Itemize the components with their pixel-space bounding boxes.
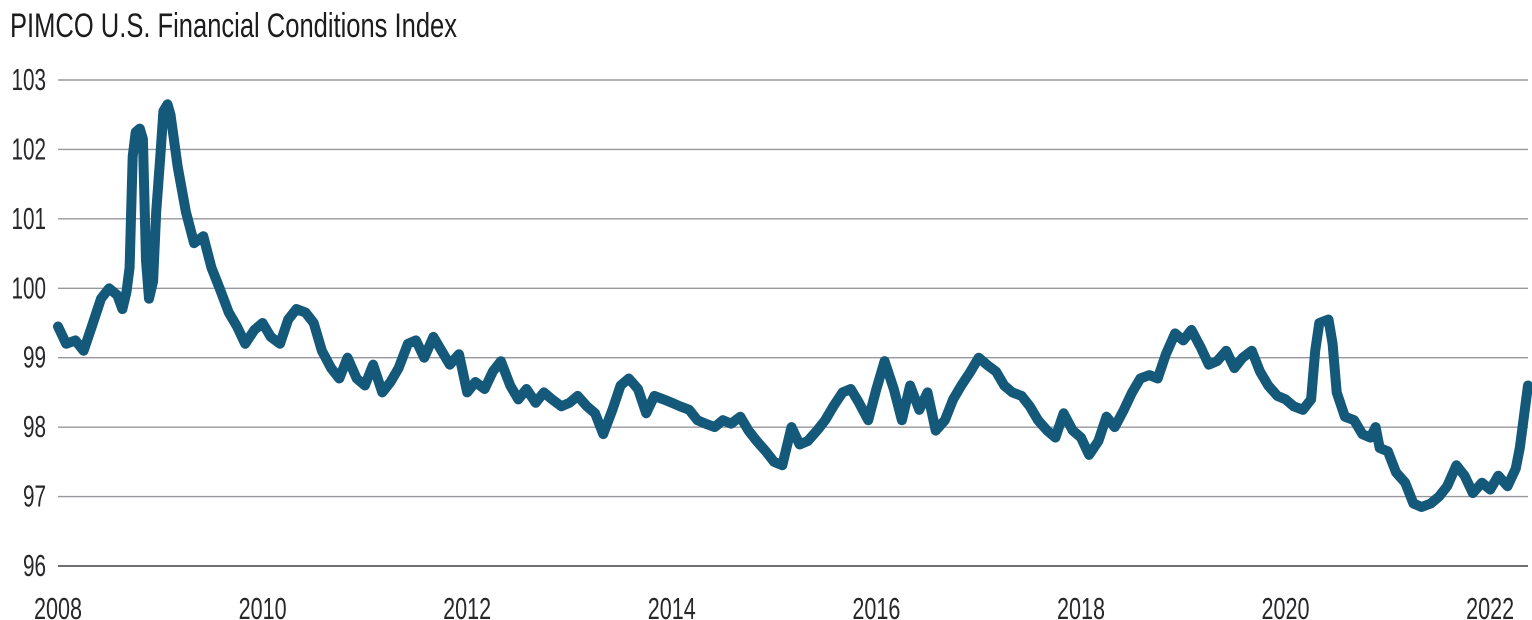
y-tick-label: 96 bbox=[23, 548, 46, 583]
x-tick-label: 2016 bbox=[852, 591, 900, 620]
y-tick-label: 97 bbox=[23, 479, 46, 514]
x-tick-label: 2022 bbox=[1466, 591, 1514, 620]
x-tick-label: 2018 bbox=[1057, 591, 1105, 620]
y-tick-label: 100 bbox=[12, 270, 47, 305]
y-tick-label: 103 bbox=[12, 62, 47, 97]
y-tick-label: 99 bbox=[23, 340, 46, 375]
y-tick-label: 101 bbox=[12, 201, 47, 236]
x-tick-label: 2010 bbox=[239, 591, 287, 620]
x-tick-label: 2020 bbox=[1262, 591, 1310, 620]
x-tick-label: 2014 bbox=[648, 591, 696, 620]
chart-title: PIMCO U.S. Financial Conditions Index bbox=[10, 7, 457, 45]
fci-series-line bbox=[53, 99, 1532, 512]
y-tick-label: 102 bbox=[12, 131, 47, 166]
x-tick-label: 2008 bbox=[34, 591, 82, 620]
y-tick-label: 98 bbox=[23, 409, 46, 444]
x-tick-label: 2012 bbox=[443, 591, 491, 620]
